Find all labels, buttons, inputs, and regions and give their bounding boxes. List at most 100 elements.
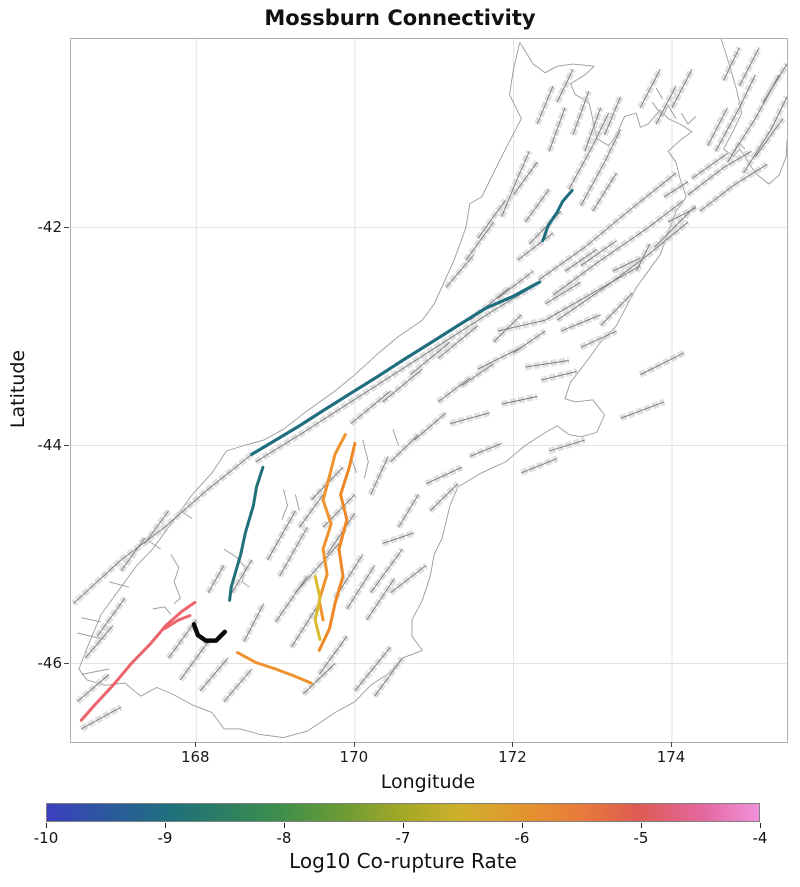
x-tick-label: 170: [339, 748, 369, 766]
fault-trace: [267, 510, 296, 561]
coastline: [152, 606, 172, 615]
rupture-path-teal-upper: [541, 189, 574, 243]
fault-trace: [390, 434, 419, 463]
fault-trace: [620, 401, 665, 419]
fault-trace: [398, 494, 419, 528]
fault-trace: [199, 657, 229, 692]
fault-trace: [739, 47, 760, 87]
fault-trace: [552, 199, 685, 296]
fault-trace: [275, 576, 308, 623]
fault-patch-ladder: [697, 161, 769, 214]
rupture-path-red-southwest: [79, 601, 197, 722]
fault-trace: [493, 314, 522, 343]
fault-trace: [556, 221, 689, 321]
coastline: [78, 42, 693, 739]
coastline: [81, 668, 110, 675]
colorbar-tick-mark: [522, 823, 523, 828]
fault-trace: [73, 453, 253, 604]
rupture-path-red-branch: [163, 614, 192, 631]
map-svg: [71, 39, 787, 742]
fault-trace: [639, 69, 661, 108]
fault-trace: [291, 603, 320, 648]
fault-trace: [370, 456, 389, 495]
colorbar: Log10 Co-rupture Rate -10 -9 -8 -7 -6 -5 -4: [34, 803, 767, 883]
y-tick-label: -42: [37, 217, 63, 236]
fault-patch-ladder: [740, 95, 787, 175]
fault-trace: [449, 412, 490, 425]
fault-trace: [762, 63, 787, 103]
rupture-path-orange-east: [317, 441, 357, 652]
fault-trace: [477, 200, 506, 239]
y-tick-label: -46: [37, 653, 63, 672]
fault-trace: [687, 150, 752, 196]
fault-trace: [604, 96, 621, 136]
fault-trace: [501, 151, 530, 217]
fault-trace: [655, 85, 677, 125]
fault-trace: [513, 161, 538, 196]
fault-trace: [584, 107, 602, 152]
fault-trace: [654, 205, 697, 248]
fault-trace: [707, 107, 728, 147]
fault-trace: [536, 85, 554, 125]
colorbar-tick-label: -4: [752, 829, 768, 847]
fault-trace: [497, 265, 641, 332]
fault-trace: [580, 330, 617, 348]
fault-trace: [667, 207, 697, 223]
fault-trace: [426, 466, 463, 485]
y-tick-mark: [64, 444, 69, 446]
fault-trace: [326, 512, 356, 555]
fault-trace: [600, 292, 633, 326]
fault-trace: [414, 412, 447, 441]
fault-trace: [302, 663, 336, 695]
fault-trace: [120, 537, 146, 572]
colorbar-tick-label: -9: [157, 829, 173, 847]
coastline: [362, 439, 369, 479]
colorbar-tick-label: -6: [514, 829, 530, 847]
plot-area: [70, 38, 788, 743]
x-tick-mark: [671, 742, 673, 747]
fault-trace: [231, 559, 253, 593]
coastline: [170, 554, 181, 604]
fault-trace: [691, 153, 728, 179]
fault-trace: [560, 314, 601, 332]
fault-trace: [445, 254, 475, 288]
coastline: [681, 112, 697, 125]
x-axis-label: Longitude: [380, 771, 476, 793]
gridlines: [71, 39, 787, 742]
rupture-path-teal-south: [228, 465, 265, 602]
coastline: [77, 632, 106, 640]
fault-trace: [77, 674, 110, 703]
fault-trace: [255, 283, 538, 463]
colorbar-tick-mark: [165, 823, 166, 828]
fault-trace: [461, 363, 494, 386]
y-tick-label: -44: [37, 435, 63, 454]
colorbar-tick-label: -10: [33, 829, 59, 847]
fault-trace: [524, 189, 550, 223]
fault-trace: [243, 603, 265, 642]
fault-trace: [81, 706, 122, 730]
fault-trace: [544, 281, 582, 305]
colorbar-tick-mark: [403, 823, 404, 828]
fault-trace: [390, 565, 427, 594]
fault-trace: [548, 107, 566, 152]
coastline: [281, 488, 288, 520]
fault-trace: [640, 352, 685, 376]
colorbar-label: Log10 Co-rupture Rate: [289, 849, 517, 873]
fault-trace: [477, 346, 522, 370]
fault-trace: [299, 494, 324, 528]
fault-trace: [517, 232, 554, 261]
rupture-path-black-source-fault: [191, 622, 228, 643]
fault-trace: [322, 494, 356, 528]
highlighted-ruptures: [79, 189, 574, 722]
fault-trace: [723, 47, 740, 81]
fault-trace: [635, 243, 651, 272]
fault-trace: [715, 74, 756, 152]
colorbar-tick-label: -5: [633, 829, 649, 847]
fault-trace: [568, 112, 610, 190]
x-tick-label: 168: [180, 748, 210, 766]
coastline: [294, 494, 300, 512]
fault-trace: [538, 172, 677, 281]
fault-trace: [572, 91, 590, 136]
y-tick-mark: [64, 226, 69, 228]
